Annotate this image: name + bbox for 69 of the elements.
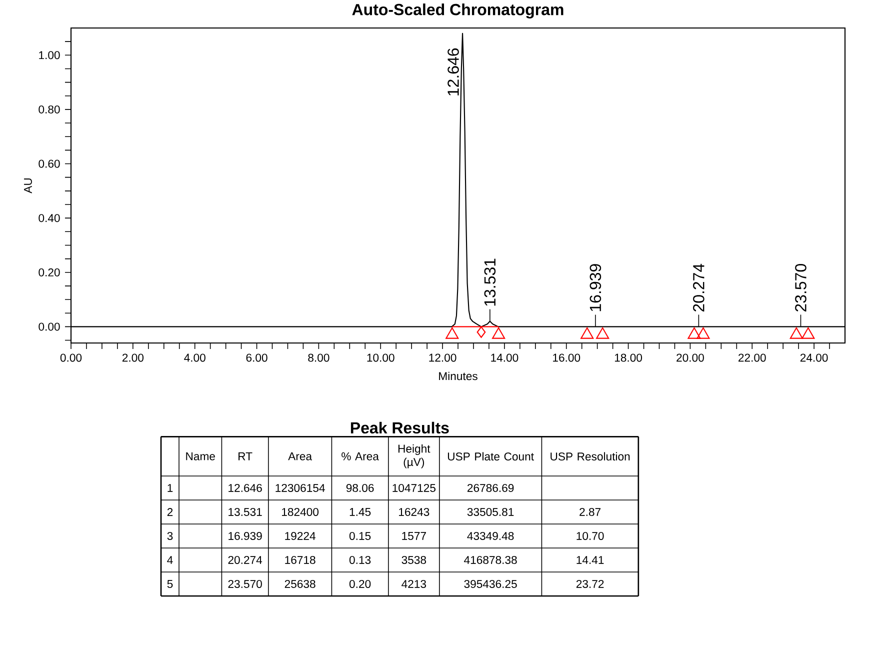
text: 2.87: [580, 508, 601, 516]
text: 182400: [282, 508, 319, 516]
x-tick-label: % Area: [342, 452, 379, 460]
x-tick-label: 24.00: [800, 354, 828, 362]
text: 13.531: [228, 508, 262, 516]
text: 0.13: [349, 556, 371, 564]
x-tick-label: 2.00: [122, 354, 144, 362]
text: 16.939: [228, 532, 262, 540]
text: 1047125: [392, 484, 436, 492]
y-tick-label: 0.60: [38, 160, 60, 168]
x-axis-title: Minutes: [439, 372, 478, 380]
x-tick-label: 12.00: [429, 354, 456, 362]
y-tick-label: 5: [167, 580, 173, 588]
x-tick-label: USP Resolution: [550, 452, 630, 460]
x-tick-label: 16.00: [553, 354, 580, 362]
text: 98.06: [346, 484, 374, 492]
text: 16718: [285, 556, 316, 564]
text: 395436.25: [464, 580, 517, 588]
text: 43349.48: [467, 532, 514, 540]
text: 12306154: [276, 484, 325, 492]
y-tick-label: 0.40: [38, 214, 60, 222]
text: 10.70: [576, 532, 604, 540]
chart-title: Peak Results: [350, 422, 449, 434]
x-tick-label: Name: [186, 452, 215, 460]
annotation: 20.274: [693, 264, 704, 312]
x-tick-label: 18.00: [614, 354, 642, 362]
y-tick-label: 3: [167, 532, 173, 540]
annotation: 23.570: [795, 264, 806, 312]
text: 26786.69: [467, 484, 514, 492]
y-tick-label: 1: [168, 484, 173, 492]
text: 19224: [285, 532, 316, 540]
text: 416878.38: [464, 556, 517, 564]
text: 0.20: [349, 580, 371, 588]
text: 23.72: [576, 580, 604, 588]
text: 0.15: [349, 532, 371, 540]
y-tick-label: 1.00: [39, 51, 60, 60]
x-tick-label: 20.00: [676, 354, 704, 362]
text: 1.45: [350, 508, 371, 516]
x-tick-label: 0.00: [60, 354, 82, 362]
text: 25638: [284, 580, 316, 588]
text: 12.646: [228, 484, 262, 492]
y-tick-label: 2: [167, 508, 173, 516]
y-tick-label: 0.80: [38, 105, 60, 114]
text: 1577: [402, 532, 426, 540]
y-tick-label: 0.20: [38, 268, 60, 276]
x-tick-label: Height (µV): [398, 444, 430, 468]
x-tick-label: 14.00: [491, 354, 518, 362]
y-tick-label: 0.00: [38, 322, 60, 331]
annotation: 13.531: [484, 258, 496, 306]
text: 20.274: [228, 556, 262, 564]
x-tick-label: RT: [238, 452, 252, 460]
x-tick-label: 8.00: [308, 354, 330, 362]
text: 4213: [402, 580, 426, 588]
x-tick-label: 22.00: [738, 354, 766, 362]
text: 3538: [402, 556, 426, 564]
text: 33505.81: [467, 508, 514, 516]
annotation: 16.939: [590, 264, 602, 312]
text: 14.41: [576, 556, 604, 564]
text: 16243: [399, 508, 430, 516]
y-axis-title: AU: [24, 178, 32, 194]
x-tick-label: USP Plate Count: [448, 452, 534, 460]
text: 23.570: [228, 580, 262, 588]
x-tick-label: 6.00: [246, 354, 268, 362]
chart-title: Auto-Scaled Chromatogram: [352, 4, 564, 18]
x-tick-label: Area: [288, 452, 312, 460]
x-tick-label: 4.00: [184, 354, 206, 362]
x-tick-label: 10.00: [367, 354, 394, 362]
y-tick-label: 4: [167, 556, 173, 564]
annotation: 12.646: [448, 48, 459, 96]
